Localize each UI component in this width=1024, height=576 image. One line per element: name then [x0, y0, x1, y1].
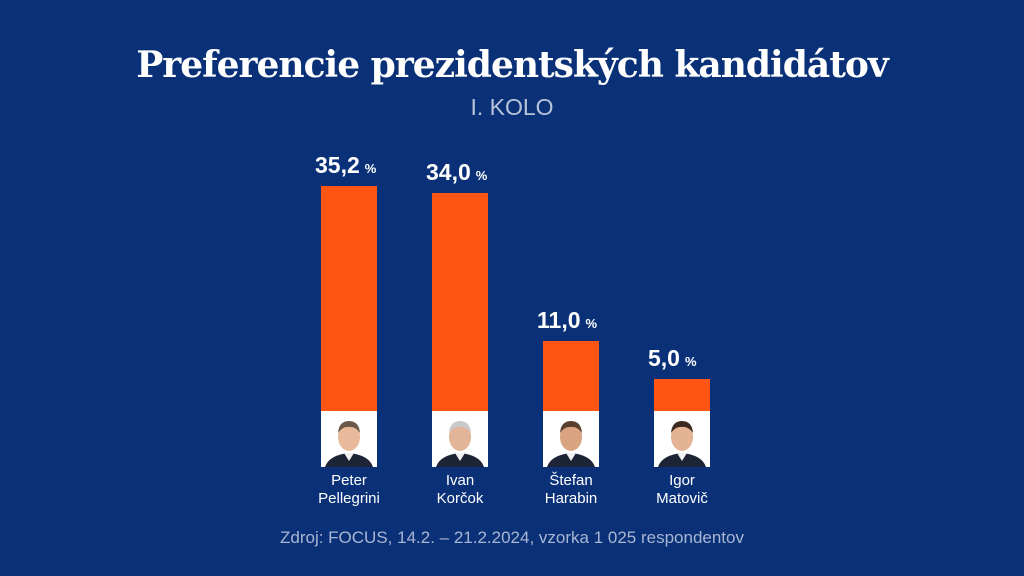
last-name: Pellegrini	[318, 490, 380, 507]
value-text: 34,0	[426, 159, 471, 186]
bar	[321, 185, 377, 411]
candidate-photo	[543, 411, 599, 467]
first-name: Igor	[669, 472, 695, 489]
first-name: Ivan	[445, 472, 475, 489]
unit-text: %	[364, 160, 377, 176]
candidate-name: Igor Matovič	[627, 472, 737, 508]
candidate-name: Ivan Korčok	[405, 472, 515, 508]
unit-text: %	[585, 315, 598, 331]
last-name: Harabin	[544, 490, 598, 507]
value-text: 11,0	[537, 306, 581, 333]
chart-subtitle: I. KOLO	[470, 94, 554, 120]
last-name: Korčok	[436, 490, 484, 507]
value-text: 5,0	[648, 345, 680, 371]
value-text: 35,2	[315, 151, 360, 178]
unit-text: %	[684, 354, 697, 369]
data-label: 11,0%	[537, 307, 677, 334]
bar	[543, 340, 599, 411]
source-note: Zdroj: FOCUS, 14.2. – 21.2.2024, vzorka …	[280, 528, 744, 547]
candidate-photo	[321, 411, 377, 467]
unit-text: %	[475, 168, 488, 184]
last-name: Matovič	[656, 490, 708, 507]
chart-title: Preferencie prezidentských kandidátov	[136, 44, 889, 86]
data-label: 34,0%	[426, 159, 566, 186]
bar	[432, 193, 488, 411]
candidate-photo	[432, 411, 488, 467]
candidate-name: Peter Pellegrini	[294, 472, 404, 508]
bar	[654, 379, 710, 411]
first-name: Peter	[331, 472, 367, 489]
data-label: 35,2%	[315, 152, 455, 179]
candidate-name: Štefan Harabin	[516, 472, 626, 508]
candidate-photo	[654, 411, 710, 467]
first-name: Štefan	[549, 472, 593, 489]
data-label: 5,0%	[648, 345, 788, 372]
